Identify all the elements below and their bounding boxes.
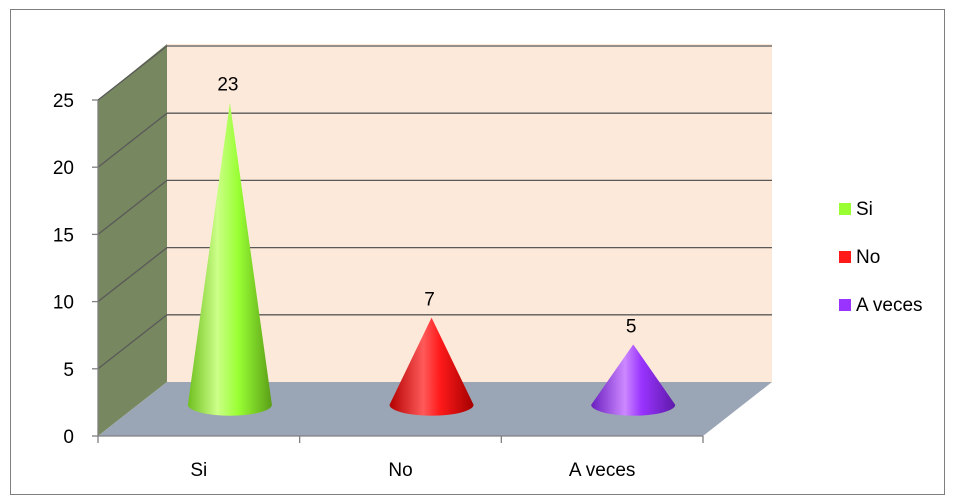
x-axis-ticks: Si No A veces — [97, 436, 704, 481]
legend: Si No A veces — [839, 199, 923, 316]
legend-entry: A veces — [856, 295, 923, 316]
y-tick-label: 25 — [53, 91, 74, 112]
legend-entry: No — [856, 247, 880, 268]
cone-si — [187, 102, 272, 416]
side-wall — [98, 44, 167, 436]
y-tick-label: 15 — [53, 225, 74, 246]
x-tick-label: No — [388, 460, 412, 481]
cones — [187, 102, 676, 416]
gridlines — [97, 45, 772, 370]
cone-no — [389, 317, 474, 416]
gridline-side — [97, 45, 168, 101]
y-tick-label: 5 — [63, 360, 74, 381]
gridline-side — [97, 247, 168, 303]
y-tick-label: 0 — [63, 427, 74, 448]
x-tick-label: Si — [190, 460, 207, 481]
data-labels: 23 7 5 — [217, 75, 636, 338]
data-label: 5 — [626, 317, 637, 338]
legend-swatch — [839, 251, 851, 263]
cone-a-veces — [591, 344, 676, 416]
y-tick-label: 20 — [53, 158, 74, 179]
legend-entry: Si — [856, 199, 873, 220]
legend-swatch — [839, 203, 851, 215]
x-tick-label: A veces — [569, 460, 636, 481]
gridline-side — [97, 112, 168, 168]
legend-swatch — [839, 299, 851, 311]
data-label: 7 — [424, 290, 435, 311]
axes — [97, 100, 703, 437]
back-wall — [167, 44, 772, 382]
y-axis-ticks: 0 5 10 15 20 25 — [53, 91, 98, 448]
y-tick-label: 10 — [53, 293, 74, 314]
data-label: 23 — [217, 75, 238, 96]
gridline-side — [97, 179, 168, 235]
gridline-side — [97, 314, 168, 370]
